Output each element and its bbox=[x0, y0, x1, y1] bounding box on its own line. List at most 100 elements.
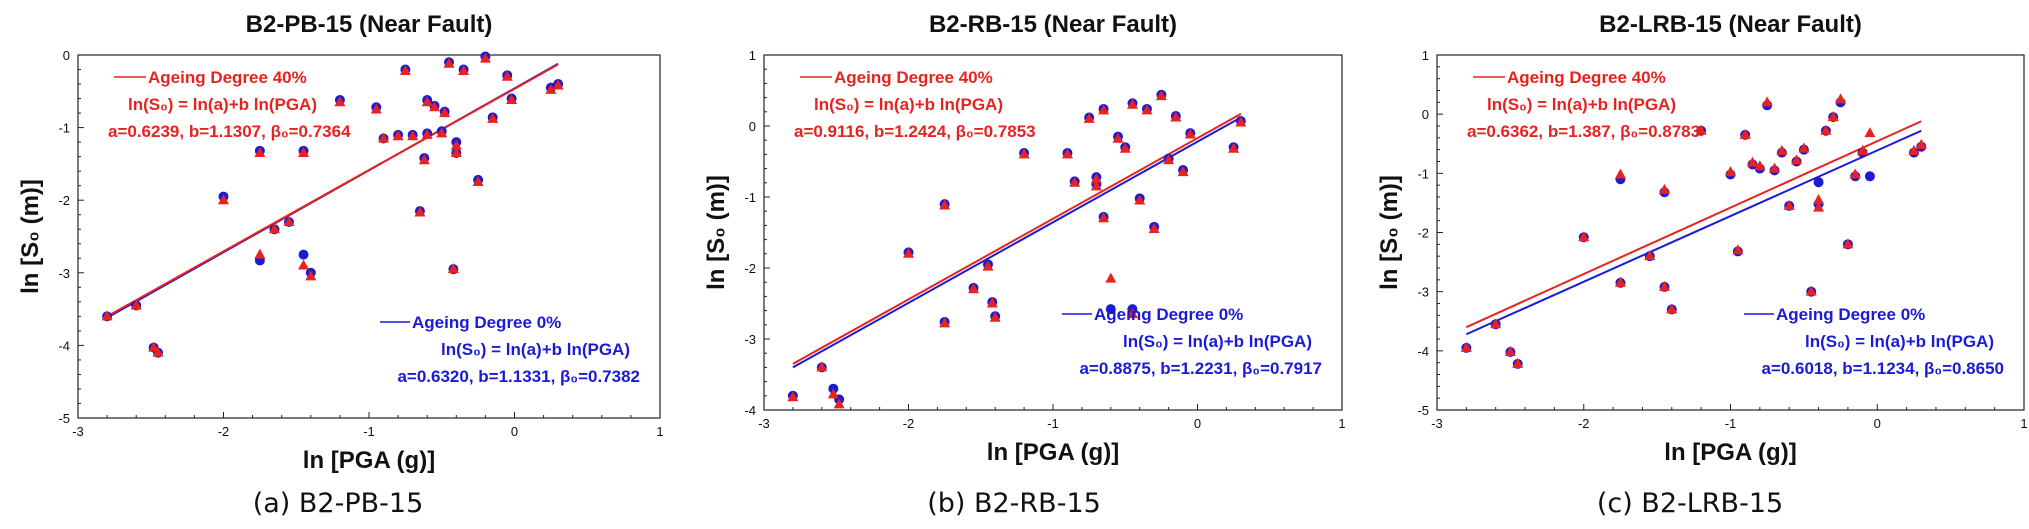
point-degree-40 bbox=[1098, 104, 1110, 115]
y-tick-label: -5 bbox=[58, 411, 70, 426]
point-degree-40 bbox=[1134, 194, 1146, 205]
point-degree-40 bbox=[130, 299, 142, 310]
point-degree-40 bbox=[1725, 166, 1736, 177]
y-tick-label: -5 bbox=[1417, 403, 1429, 418]
point-degree-40 bbox=[1842, 238, 1854, 249]
y-tick-label: -4 bbox=[58, 338, 70, 353]
x-axis-label: ln [PGA (g)] bbox=[987, 439, 1119, 466]
point-degree-40 bbox=[472, 176, 484, 187]
point-degree-40 bbox=[370, 103, 382, 114]
point-degree-40 bbox=[989, 311, 1001, 322]
x-tick-label: 0 bbox=[1194, 416, 1201, 431]
caption-c: (c) B2-LRB-15 bbox=[1596, 488, 1784, 519]
point-degree-40 bbox=[298, 147, 310, 158]
y-tick-label: 0 bbox=[1422, 107, 1429, 122]
point-degree-40 bbox=[458, 64, 470, 75]
legend-params-degree-40: a=0.9116, b=1.2424, β₀=0.7853 bbox=[794, 122, 1036, 141]
point-degree-40 bbox=[939, 317, 951, 328]
point-degree-40 bbox=[1739, 128, 1751, 139]
point-degree-40 bbox=[407, 130, 419, 141]
point-degree-40 bbox=[254, 147, 266, 158]
point-degree-40 bbox=[1783, 199, 1795, 210]
point-degree-40 bbox=[1235, 116, 1247, 127]
point-degree-40 bbox=[1177, 166, 1189, 177]
y-tick-label: -2 bbox=[744, 261, 756, 276]
point-degree-40 bbox=[298, 259, 310, 270]
point-degree-40 bbox=[439, 107, 451, 118]
point-degree-40 bbox=[986, 297, 998, 308]
point-degree-40 bbox=[1126, 98, 1138, 109]
point-degree-40 bbox=[1148, 222, 1160, 233]
point-degree-40 bbox=[268, 223, 280, 234]
point-degree-40 bbox=[1083, 112, 1095, 123]
y-tick-label: -1 bbox=[1417, 166, 1429, 181]
y-tick-label: -2 bbox=[1417, 226, 1429, 241]
point-degree-40 bbox=[1658, 280, 1670, 291]
point-degree-40 bbox=[1512, 357, 1524, 368]
point-degree-40 bbox=[436, 127, 448, 138]
chart-panel-pb: B2-PB-15 (Near Fault) -3 -2 -1 0 1 -5 -4 -3 -2 -1 0… bbox=[17, 11, 664, 474]
point-degree-40 bbox=[414, 206, 426, 217]
point-degree-40 bbox=[487, 112, 499, 123]
point-degree-40 bbox=[1747, 156, 1759, 167]
point-degree-40 bbox=[552, 79, 564, 90]
point-degree-0 bbox=[1105, 304, 1116, 315]
point-degree-40 bbox=[1769, 162, 1781, 173]
point-degree-40 bbox=[450, 147, 462, 158]
point-degree-40 bbox=[334, 96, 346, 107]
point-degree-40 bbox=[1090, 173, 1102, 184]
point-degree-40 bbox=[787, 391, 799, 402]
point-degree-40 bbox=[1578, 231, 1590, 242]
y-tick-label: -4 bbox=[1417, 344, 1429, 359]
legend-equation-degree-40: ln(S₀) = ln(a)+b ln(PGA) bbox=[128, 95, 317, 114]
point-degree-40 bbox=[1776, 144, 1788, 155]
y-axis-label: ln [S₀ (m)] bbox=[1376, 175, 1403, 290]
point-degree-40 bbox=[827, 388, 839, 399]
point-degree-0 bbox=[1864, 171, 1875, 182]
fit-line-degree-0 bbox=[1465, 129, 1922, 336]
y-tick-label: 1 bbox=[749, 48, 756, 63]
point-degree-40 bbox=[1813, 193, 1825, 204]
fit-line-degree-40 bbox=[1465, 120, 1922, 329]
point-degree-40 bbox=[1184, 128, 1196, 139]
legend-series-degree-0: Ageing Degree 0% bbox=[1776, 305, 1925, 324]
y-tick-label: 1 bbox=[1422, 48, 1429, 63]
y-tick-label: -3 bbox=[744, 332, 756, 347]
point-degree-40 bbox=[1658, 183, 1670, 194]
point-degree-40 bbox=[1163, 154, 1175, 165]
point-degree-40 bbox=[378, 132, 390, 143]
y-tick-label: -4 bbox=[744, 403, 756, 418]
legend-series-degree-40: Ageing Degree 40% bbox=[834, 68, 993, 87]
point-degree-40 bbox=[443, 57, 455, 68]
point-degree-40 bbox=[1732, 244, 1744, 255]
legend-series-degree-0: Ageing Degree 0% bbox=[1094, 305, 1243, 324]
point-degree-0 bbox=[1813, 177, 1824, 188]
legend-series-degree-40: Ageing Degree 40% bbox=[148, 68, 307, 87]
point-degree-40 bbox=[421, 96, 433, 107]
legend-params-degree-40: a=0.6239, b=1.1307, β₀=0.7364 bbox=[108, 122, 351, 141]
point-degree-40 bbox=[1126, 308, 1138, 319]
x-tick-label: -1 bbox=[1047, 416, 1059, 431]
point-degree-40 bbox=[1119, 142, 1131, 153]
point-degree-40 bbox=[1112, 132, 1124, 143]
point-degree-40 bbox=[392, 130, 404, 141]
x-tick-label: -1 bbox=[1725, 416, 1737, 431]
y-tick-label: 0 bbox=[63, 48, 70, 63]
point-degree-40 bbox=[1915, 138, 1927, 149]
legend-params-degree-40: a=0.6362, b=1.387, β₀=0.8783 bbox=[1467, 122, 1700, 141]
x-tick-label: -3 bbox=[758, 416, 770, 431]
x-tick-label: 0 bbox=[511, 424, 518, 439]
x-axis-label: ln [PGA (g)] bbox=[1664, 439, 1796, 466]
point-degree-40 bbox=[1460, 341, 1472, 352]
point-degree-40 bbox=[1090, 180, 1102, 191]
point-degree-40 bbox=[101, 310, 113, 321]
point-degree-40 bbox=[1490, 318, 1502, 329]
point-degree-40 bbox=[1835, 93, 1847, 104]
point-degree-40 bbox=[1018, 148, 1030, 159]
x-tick-label: -1 bbox=[363, 424, 375, 439]
point-degree-0 bbox=[298, 249, 309, 260]
point-degree-40 bbox=[1141, 104, 1153, 115]
point-degree-40 bbox=[545, 83, 557, 94]
point-degree-40 bbox=[903, 247, 914, 258]
